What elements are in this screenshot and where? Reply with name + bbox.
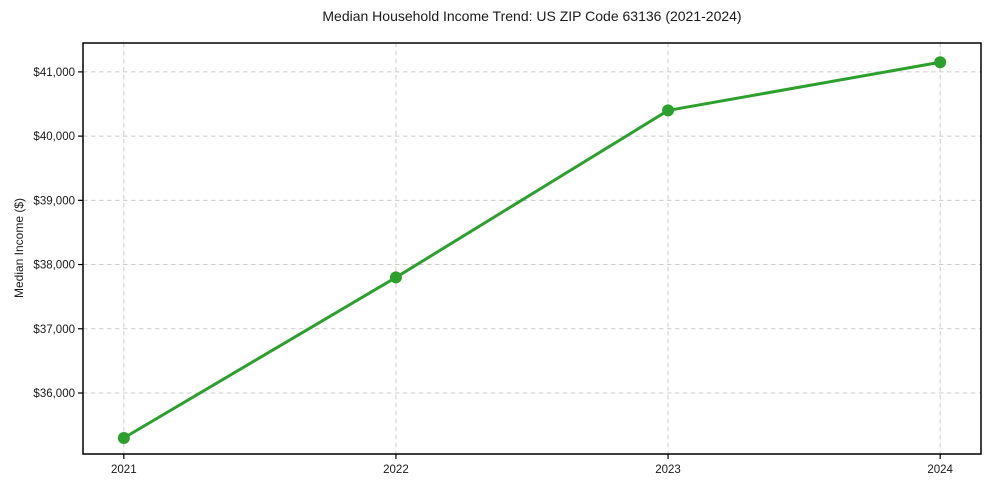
chart-title: Median Household Income Trend: US ZIP Co… <box>322 8 742 24</box>
y-tick-label: $37,000 <box>33 324 75 336</box>
data-point-2023 <box>662 104 675 117</box>
y-tick-label: $36,000 <box>33 388 75 400</box>
y-tick-label: $38,000 <box>33 260 75 272</box>
y-tick-label: $39,000 <box>33 195 75 207</box>
x-tick-label: 2022 <box>383 464 409 476</box>
x-tick-label: 2023 <box>655 464 681 476</box>
data-point-2022 <box>389 271 402 284</box>
axes-border <box>82 42 982 455</box>
x-tick-label: 2021 <box>111 464 137 476</box>
data-point-2024 <box>934 56 947 69</box>
data-point-2021 <box>117 431 130 444</box>
y-tick-label: $40,000 <box>33 131 75 143</box>
y-tick-label: $41,000 <box>33 67 75 79</box>
income-trend-line <box>122 60 942 440</box>
x-tick-label: 2024 <box>927 464 953 476</box>
